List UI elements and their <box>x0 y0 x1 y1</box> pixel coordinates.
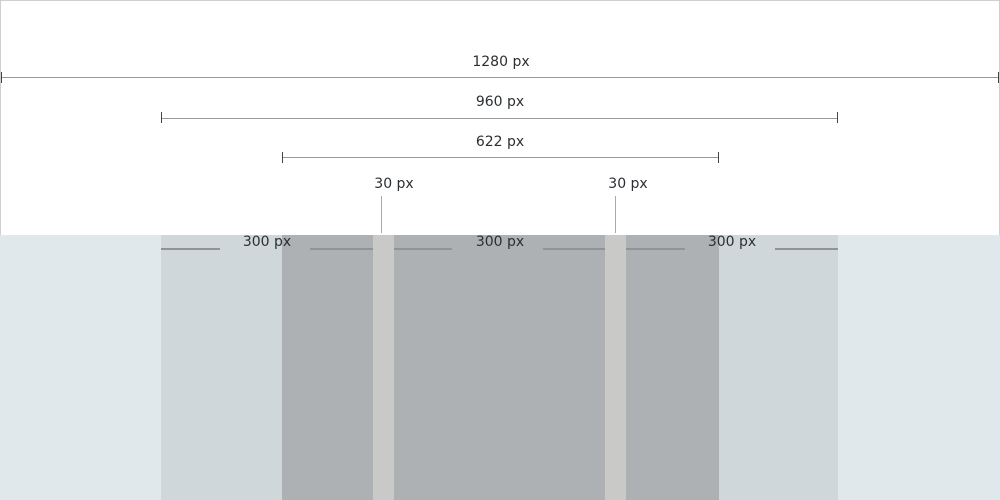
column-3-label: 300 px <box>707 234 757 250</box>
viewport-dimension-line <box>1 77 999 78</box>
content-tick-right <box>718 152 719 163</box>
container-tick-left <box>161 112 162 123</box>
column-2-line-right <box>543 248 605 250</box>
gutter-left-pointer <box>381 196 382 233</box>
gutter-left-label: 30 px <box>374 176 414 192</box>
content-dimension-line <box>282 157 719 158</box>
column-2-line-left <box>394 248 452 250</box>
column-2-label: 300 px <box>475 234 525 250</box>
gutter-left <box>373 235 394 500</box>
column-3-line-right <box>775 248 838 250</box>
content-tick-left <box>282 152 283 163</box>
container-width-label: 960 px <box>475 94 525 110</box>
gutter-right-label: 30 px <box>608 176 648 192</box>
content-width-label: 622 px <box>475 134 525 150</box>
viewport-width-label: 1280 px <box>472 54 530 70</box>
column-1-line-right <box>310 248 373 250</box>
content-area <box>282 235 719 500</box>
viewport-tick-right <box>998 72 999 83</box>
container-tick-right <box>837 112 838 123</box>
gutter-right <box>605 235 626 500</box>
gutter-right-pointer <box>615 196 616 233</box>
container-dimension-line <box>161 118 838 119</box>
column-3-line-left <box>626 248 685 250</box>
viewport-tick-left <box>1 72 2 83</box>
column-1-label: 300 px <box>242 234 292 250</box>
column-1-line-left <box>161 248 220 250</box>
